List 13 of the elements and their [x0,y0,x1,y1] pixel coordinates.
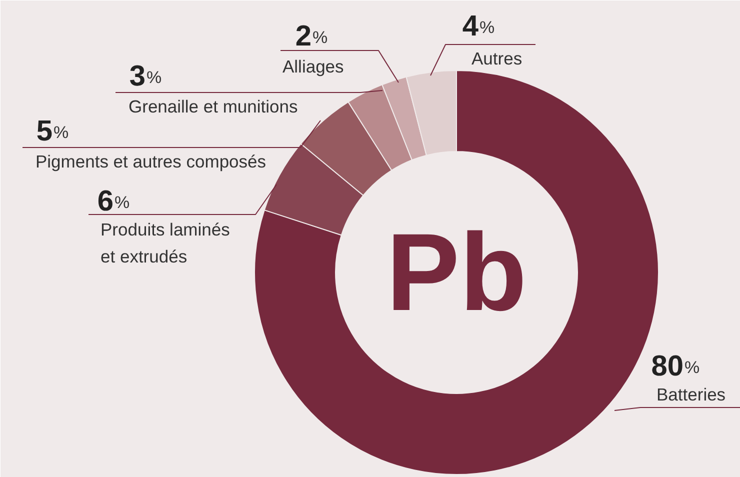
slice-label: Autres [472,48,522,68]
data-label: 5% [36,116,69,148]
slice-label: Pigments et autres composés [36,152,266,172]
data-label: 6% [97,186,130,218]
data-label: 80% [651,350,700,382]
slice-label: Alliages [282,56,344,76]
slice-label: Grenaille et munitions [128,96,298,116]
slice-label: Produits laminés et extrudés [100,220,230,266]
data-label: 3% [129,60,162,92]
slice-label: Batteries [656,384,726,404]
data-label: 4% [462,10,495,42]
data-label: 2% [295,20,328,52]
text: Pb [386,211,527,334]
